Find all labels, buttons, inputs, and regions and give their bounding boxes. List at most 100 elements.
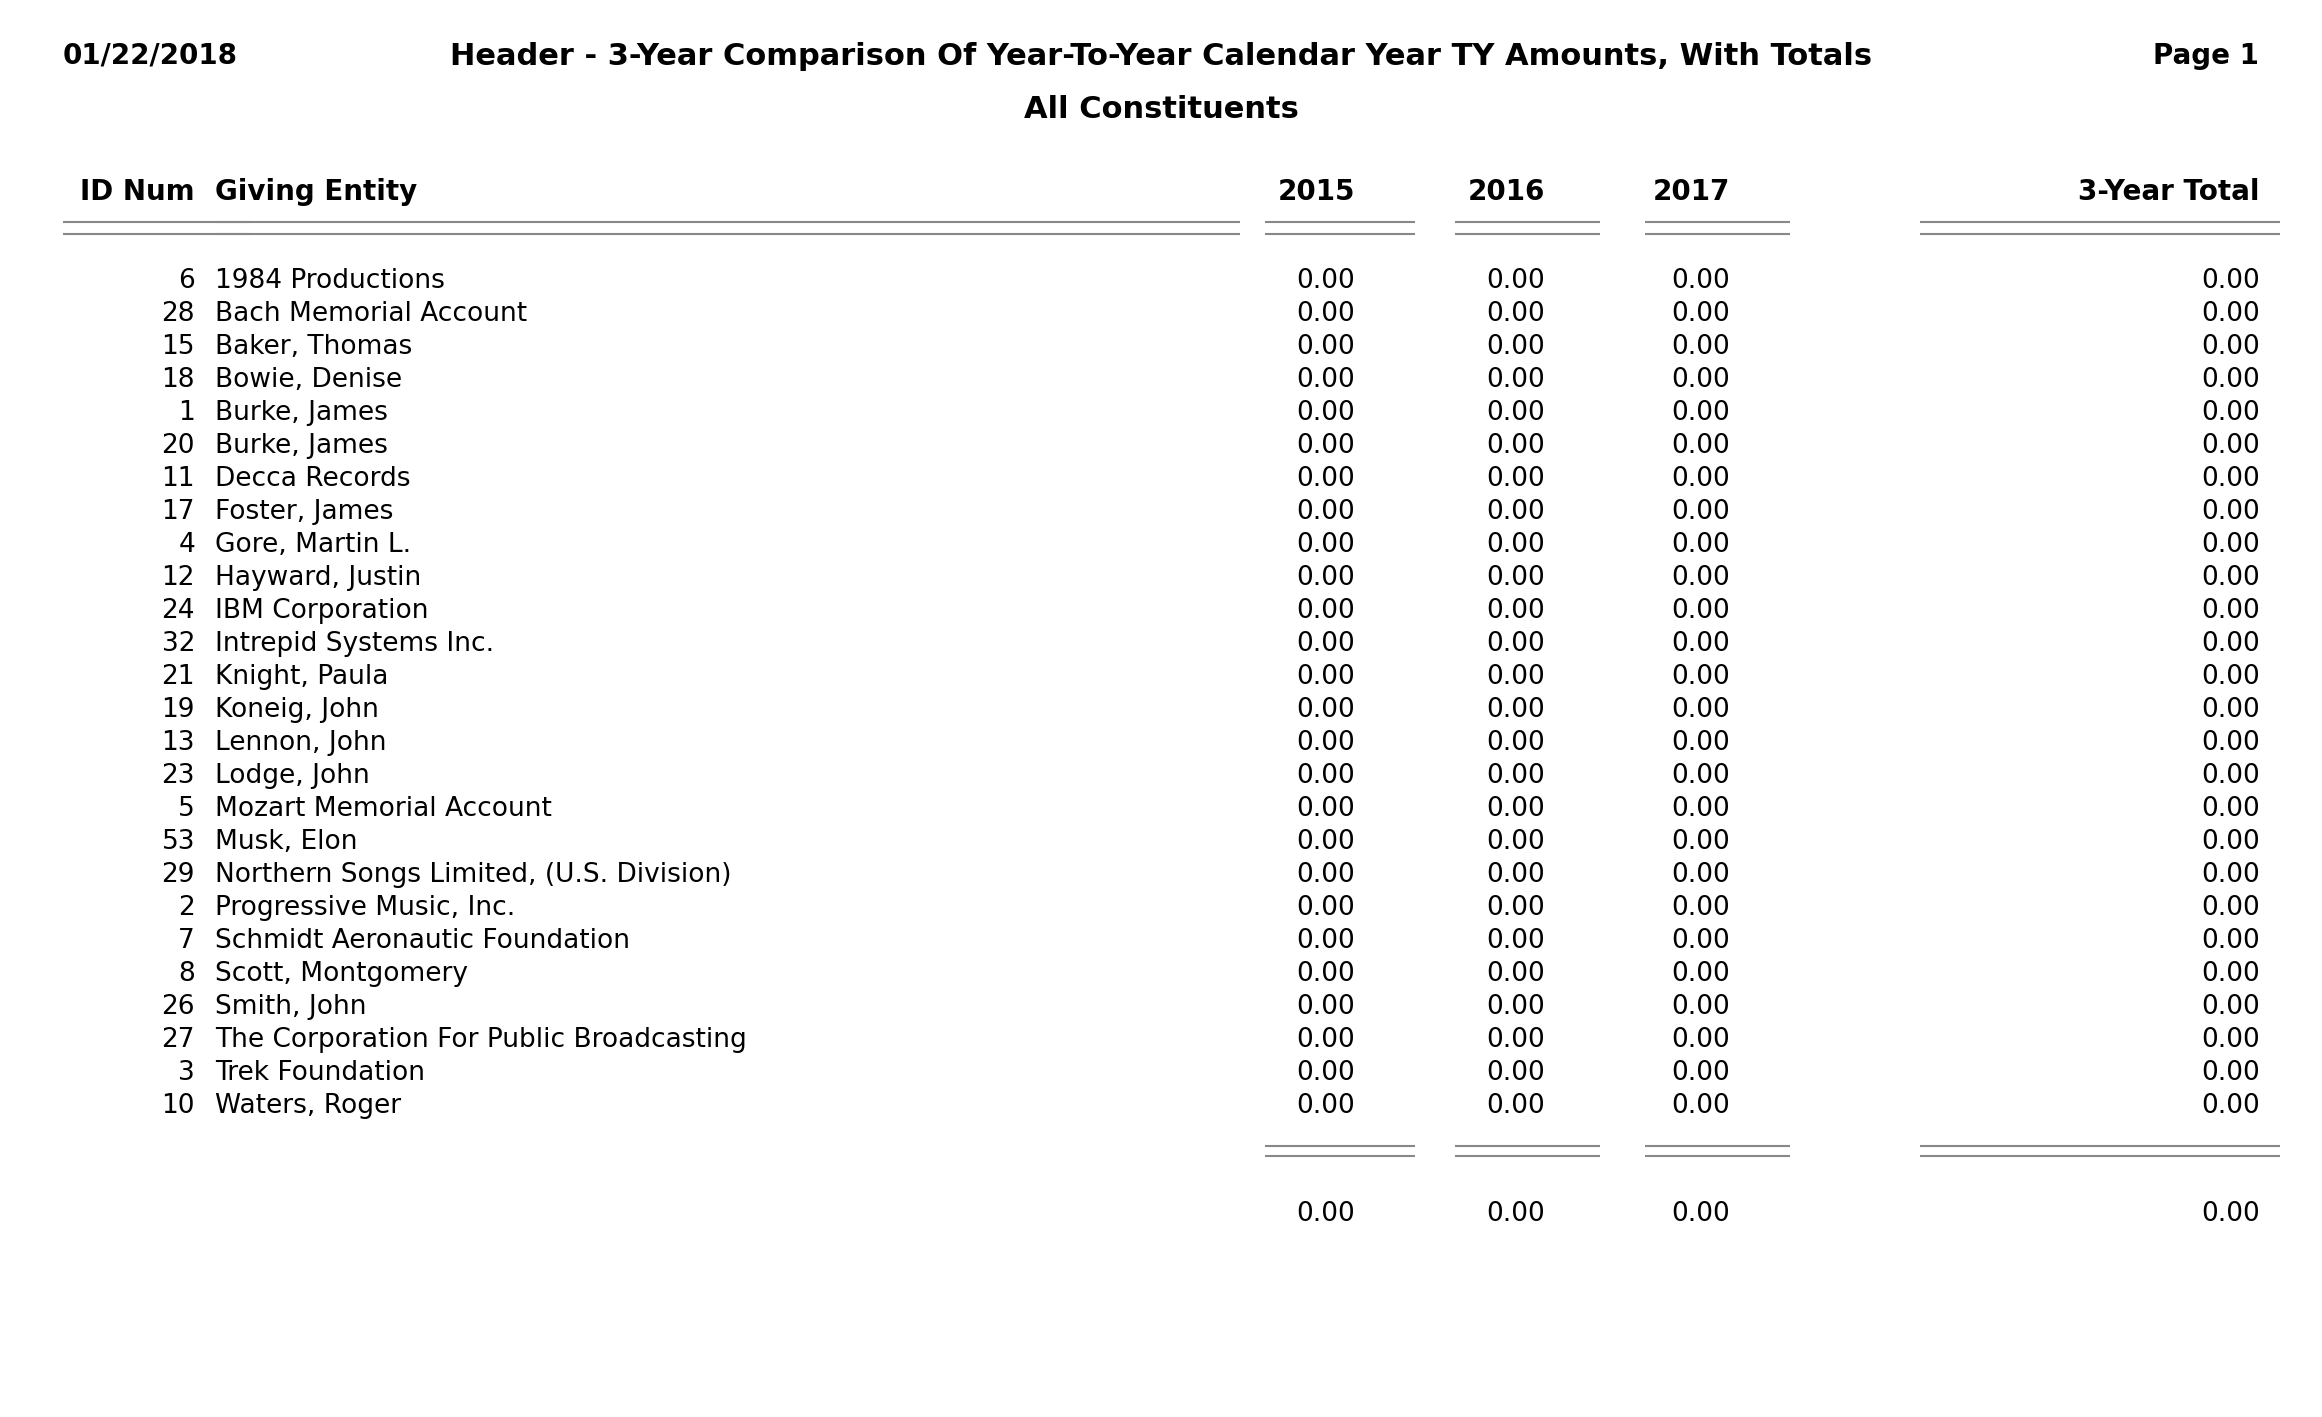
Text: Musk, Elon: Musk, Elon [216,829,358,854]
Text: 0.00: 0.00 [1672,829,1730,854]
Text: 0.00: 0.00 [2201,466,2259,492]
Text: 28: 28 [163,300,195,327]
Text: 0.00: 0.00 [1672,334,1730,360]
Text: 8: 8 [179,961,195,988]
Text: 0.00: 0.00 [2201,993,2259,1020]
Text: 0.00: 0.00 [2201,1093,2259,1119]
Text: 11: 11 [163,466,195,492]
Text: Scott, Montgomery: Scott, Montgomery [216,961,469,988]
Text: Schmidt Aeronautic Foundation: Schmidt Aeronautic Foundation [216,928,629,954]
Text: Knight, Paula: Knight, Paula [216,665,388,690]
Text: Bowie, Denise: Bowie, Denise [216,367,402,393]
Text: 1: 1 [179,400,195,427]
Text: 12: 12 [163,565,195,591]
Text: Baker, Thomas: Baker, Thomas [216,334,413,360]
Text: 0.00: 0.00 [1486,367,1544,393]
Text: 0.00: 0.00 [1672,565,1730,591]
Text: Trek Foundation: Trek Foundation [216,1060,425,1085]
Text: Giving Entity: Giving Entity [216,179,418,205]
Text: 24: 24 [163,598,195,623]
Text: 0.00: 0.00 [1296,598,1356,623]
Text: 0.00: 0.00 [1486,1027,1544,1053]
Text: 0.00: 0.00 [1296,466,1356,492]
Text: 0.00: 0.00 [1486,268,1544,293]
Text: 4: 4 [179,531,195,558]
Text: 0.00: 0.00 [1486,730,1544,757]
Text: 0.00: 0.00 [2201,829,2259,854]
Text: Smith, John: Smith, John [216,993,367,1020]
Text: 0.00: 0.00 [1672,466,1730,492]
Text: 0.00: 0.00 [1486,1060,1544,1085]
Text: Bach Memorial Account: Bach Memorial Account [216,300,527,327]
Text: 0.00: 0.00 [1486,1093,1544,1119]
Text: 0.00: 0.00 [1486,896,1544,921]
Text: 0.00: 0.00 [1672,862,1730,888]
Text: 0.00: 0.00 [1296,1202,1356,1227]
Text: 0.00: 0.00 [1296,631,1356,657]
Text: 13: 13 [163,730,195,757]
Text: 0.00: 0.00 [1296,665,1356,690]
Text: 0.00: 0.00 [2201,565,2259,591]
Text: 20: 20 [163,434,195,459]
Text: 10: 10 [163,1093,195,1119]
Text: 0.00: 0.00 [1672,300,1730,327]
Text: 0.00: 0.00 [1486,400,1544,427]
Text: Mozart Memorial Account: Mozart Memorial Account [216,796,553,822]
Text: 0.00: 0.00 [1486,697,1544,723]
Text: 0.00: 0.00 [1486,531,1544,558]
Text: 0.00: 0.00 [1672,367,1730,393]
Text: 0.00: 0.00 [1672,730,1730,757]
Text: 0.00: 0.00 [1486,665,1544,690]
Text: 0.00: 0.00 [1486,631,1544,657]
Text: 0.00: 0.00 [2201,367,2259,393]
Text: 0.00: 0.00 [1486,862,1544,888]
Text: 1984 Productions: 1984 Productions [216,268,446,293]
Text: 0.00: 0.00 [1486,928,1544,954]
Text: 19: 19 [163,697,195,723]
Text: Hayward, Justin: Hayward, Justin [216,565,420,591]
Text: 0.00: 0.00 [1486,565,1544,591]
Text: 0.00: 0.00 [2201,334,2259,360]
Text: 5: 5 [179,796,195,822]
Text: 32: 32 [163,631,195,657]
Text: 0.00: 0.00 [1672,993,1730,1020]
Text: 0.00: 0.00 [1486,466,1544,492]
Text: The Corporation For Public Broadcasting: The Corporation For Public Broadcasting [216,1027,748,1053]
Text: 6: 6 [179,268,195,293]
Text: 0.00: 0.00 [2201,631,2259,657]
Text: 26: 26 [163,993,195,1020]
Text: 0.00: 0.00 [1486,434,1544,459]
Text: 0.00: 0.00 [1486,762,1544,789]
Text: 0.00: 0.00 [1672,598,1730,623]
Text: 0.00: 0.00 [1296,796,1356,822]
Text: 2: 2 [179,896,195,921]
Text: 0.00: 0.00 [1296,862,1356,888]
Text: 0.00: 0.00 [1296,334,1356,360]
Text: Foster, James: Foster, James [216,499,392,526]
Text: 0.00: 0.00 [1486,961,1544,988]
Text: 0.00: 0.00 [1296,928,1356,954]
Text: 0.00: 0.00 [2201,1202,2259,1227]
Text: 0.00: 0.00 [1672,896,1730,921]
Text: 0.00: 0.00 [1486,796,1544,822]
Text: 0.00: 0.00 [1672,631,1730,657]
Text: 0.00: 0.00 [1296,1027,1356,1053]
Text: 0.00: 0.00 [1296,531,1356,558]
Text: 15: 15 [163,334,195,360]
Text: 0.00: 0.00 [1672,531,1730,558]
Text: 0.00: 0.00 [1672,1027,1730,1053]
Text: Waters, Roger: Waters, Roger [216,1093,402,1119]
Text: 0.00: 0.00 [2201,762,2259,789]
Text: 0.00: 0.00 [1486,300,1544,327]
Text: 0.00: 0.00 [2201,1060,2259,1085]
Text: 0.00: 0.00 [2201,665,2259,690]
Text: 0.00: 0.00 [1296,565,1356,591]
Text: 0.00: 0.00 [1296,434,1356,459]
Text: 0.00: 0.00 [1672,434,1730,459]
Text: 0.00: 0.00 [2201,796,2259,822]
Text: 0.00: 0.00 [1296,896,1356,921]
Text: 27: 27 [163,1027,195,1053]
Text: 0.00: 0.00 [1672,762,1730,789]
Text: 0.00: 0.00 [1296,367,1356,393]
Text: 0.00: 0.00 [1296,1093,1356,1119]
